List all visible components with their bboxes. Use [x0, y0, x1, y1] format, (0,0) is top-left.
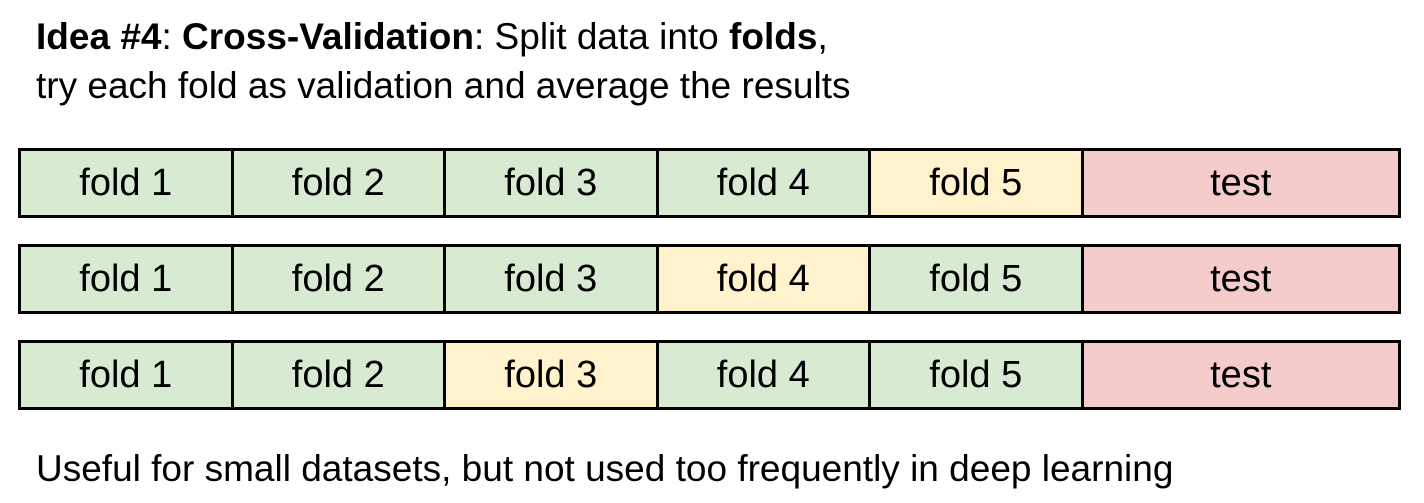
idea-label: Idea #4 — [36, 16, 162, 57]
row-2-cell-3: fold 3 — [446, 247, 659, 311]
split-row-2: fold 1 fold 2 fold 3 fold 4 fold 5 test — [18, 244, 1401, 314]
heading-line-2: try each fold as validation and average … — [36, 65, 851, 106]
row-1-cell-2: fold 2 — [233, 151, 446, 215]
row-1-cell-5: fold 5 — [871, 151, 1084, 215]
footer-note: Useful for small datasets, but not used … — [36, 448, 1174, 489]
row-2-test-cell: test — [1083, 247, 1398, 311]
split-row-1: fold 1 fold 2 fold 3 fold 4 fold 5 test — [18, 148, 1401, 218]
row-2-cell-1: fold 1 — [21, 247, 234, 311]
row-3-cell-1: fold 1 — [21, 343, 234, 407]
row-1-cell-4: fold 4 — [658, 151, 871, 215]
heading-description: : Split data into — [474, 16, 730, 57]
row-1-cell-1: fold 1 — [21, 151, 234, 215]
row-2-cell-2: fold 2 — [233, 247, 446, 311]
row-1-test-cell: test — [1083, 151, 1398, 215]
row-1-cell-3: fold 3 — [446, 151, 659, 215]
row-3-test-cell: test — [1083, 343, 1398, 407]
row-3-cell-2: fold 2 — [233, 343, 446, 407]
row-3-cell-4: fold 4 — [658, 343, 871, 407]
method-name: Cross-Validation — [182, 16, 474, 57]
heading-separator: : — [161, 16, 183, 57]
row-2-cell-4: fold 4 — [658, 247, 871, 311]
slide-heading: Idea #4: Cross-Validation: Split data in… — [36, 12, 851, 110]
row-2-cell-5: fold 5 — [871, 247, 1084, 311]
heading-line-1: Idea #4: Cross-Validation: Split data in… — [36, 12, 851, 61]
split-row-3: fold 1 fold 2 fold 3 fold 4 fold 5 test — [18, 340, 1401, 410]
heading-comma: , — [817, 16, 828, 57]
row-3-cell-3: fold 3 — [446, 343, 659, 407]
fold-rows: fold 1 fold 2 fold 3 fold 4 fold 5 test … — [18, 148, 1401, 436]
folds-term: folds — [729, 16, 818, 57]
row-3-cell-5: fold 5 — [871, 343, 1084, 407]
